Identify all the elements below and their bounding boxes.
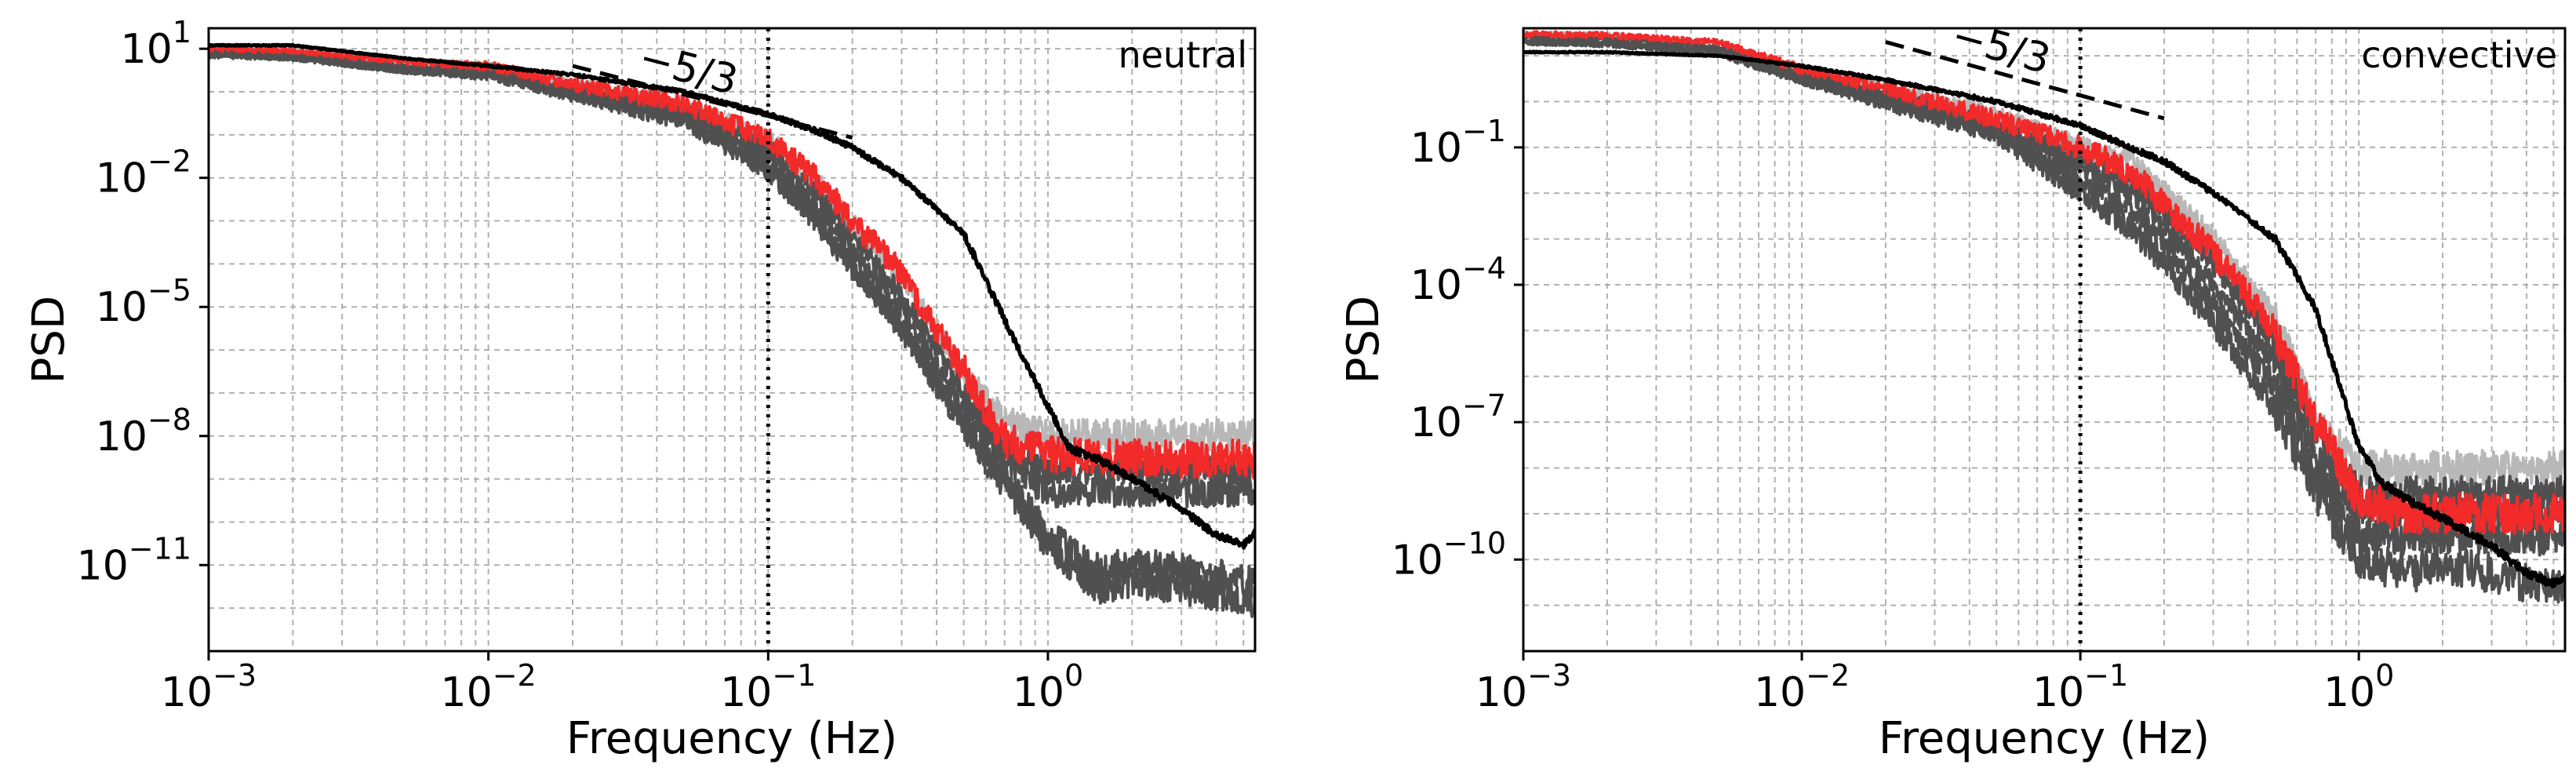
axes-frame [207,27,1257,653]
series-red-line [1523,30,2565,535]
slope-reference-line [572,64,853,140]
series-gray-light-line [1523,30,2565,487]
series-gray-dark-4-line [209,52,1255,618]
panel-convective: −5/310−3 10−2 10−1 10010−110−410−710−10Freq… [1338,12,2567,764]
y-tick-label: 10−2 [96,144,191,202]
x-tick-label: 10−3 [1475,658,1571,716]
y-tick-label: 10−1 [1410,114,1506,172]
panel-neutral: −5/310−3 10−2 10−1 10010110−210−510−810−11F… [24,15,1257,764]
y-axis-title: PSD [24,296,75,384]
y-axis-title: PSD [1338,296,1389,384]
x-tick-label: 10−3 [161,658,257,716]
y-tick-label: 10−8 [96,402,191,460]
x-tick-label: 100 [2323,658,2394,716]
x-tick-label: 10−1 [720,658,816,716]
y-tick-label: 10−10 [1392,526,1506,584]
series-gray-dark-1-line [1523,34,2565,510]
y-tick-label: 10−7 [1410,388,1506,446]
x-axis-title: Frequency (Hz) [1879,713,2210,764]
slope-reference-line [1885,40,2165,121]
x-tick-label: 100 [1013,658,1083,716]
panel-title: neutral [1118,34,1247,76]
y-tick-label: 10−4 [1410,251,1506,309]
y-tick-label: 10−11 [77,531,191,589]
x-tick-label: 10−2 [441,658,537,716]
y-tick-label: 101 [121,15,191,73]
series-black-line [209,42,1255,550]
x-tick-label: 10−2 [1754,658,1850,716]
series-group [1523,30,2565,604]
y-tick-label: 10−5 [96,273,191,331]
axes-frame [1522,27,2567,653]
series-red-line [209,45,1255,479]
series-gray-dark-2-line [1523,36,2565,532]
series-gray-dark-4-line [1523,38,2565,604]
x-axis-title: Frequency (Hz) [566,713,897,764]
series-group [209,42,1255,618]
series-black-line [1523,49,2565,589]
panel-title: convective [2361,34,2557,76]
x-tick-label: 10−1 [2032,658,2128,716]
